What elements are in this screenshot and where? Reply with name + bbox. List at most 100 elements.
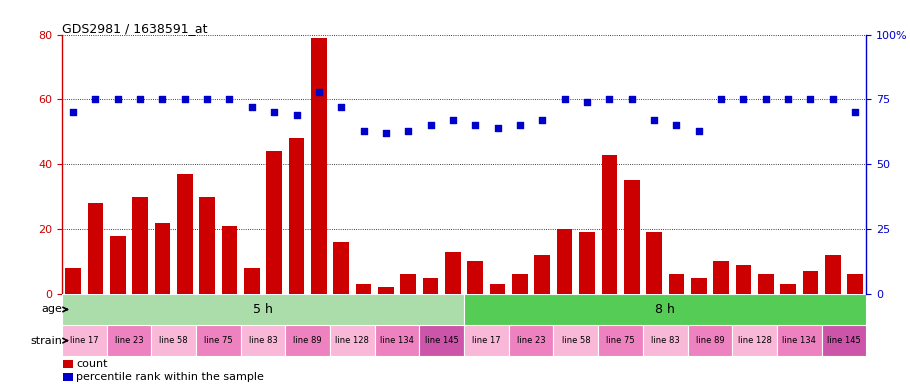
Bar [286,325,330,356]
Text: 8 h: 8 h [655,303,675,316]
Bar [330,325,375,356]
Point [736,96,751,103]
Bar [62,294,464,325]
Bar [66,268,81,294]
Point [311,89,326,95]
Point [66,109,80,116]
Bar [825,255,841,294]
Point [200,96,215,103]
Bar [669,275,684,294]
Point [334,104,349,110]
Bar [847,275,863,294]
Bar [62,325,106,356]
Point [713,96,728,103]
Point [557,96,571,103]
Bar [642,325,688,356]
Bar [464,294,866,325]
Text: line 89: line 89 [293,336,322,345]
Bar [490,284,505,294]
Point [781,96,795,103]
Text: line 75: line 75 [606,336,635,345]
Text: line 17: line 17 [70,336,98,345]
Point [267,109,281,116]
Point [222,96,237,103]
Bar [420,325,464,356]
Text: GDS2981 / 1638591_at: GDS2981 / 1638591_at [62,22,207,35]
Bar [468,262,483,294]
Point [624,96,639,103]
Point [580,99,594,105]
Bar [646,232,662,294]
Bar [579,232,595,294]
Point [289,112,304,118]
Bar [445,252,460,294]
Text: line 145: line 145 [827,336,861,345]
Text: count: count [76,359,108,369]
Bar [151,325,196,356]
Bar [777,325,822,356]
Bar [780,284,796,294]
Bar [378,287,394,294]
Point [468,122,482,128]
Text: line 83: line 83 [248,336,278,345]
Bar [733,325,777,356]
Bar [400,275,416,294]
Point [379,130,393,136]
Bar [375,325,420,356]
Point [602,96,617,103]
Bar [64,373,73,381]
Point [133,96,147,103]
Text: line 23: line 23 [115,336,143,345]
Bar [64,360,73,368]
Point [88,96,103,103]
Point [535,117,550,123]
Bar [553,325,598,356]
Bar [311,38,327,294]
Text: line 58: line 58 [159,336,188,345]
Point [356,127,371,134]
Point [423,122,438,128]
Bar [803,271,818,294]
Bar [602,154,617,294]
Text: line 89: line 89 [695,336,724,345]
Text: line 128: line 128 [336,336,369,345]
Bar [509,325,553,356]
Bar [196,325,240,356]
Bar [267,151,282,294]
Bar [222,226,238,294]
Bar [691,278,706,294]
Text: line 134: line 134 [783,336,816,345]
Point [804,96,818,103]
Bar [87,203,103,294]
Bar [423,278,439,294]
Bar [244,268,259,294]
Text: line 128: line 128 [738,336,772,345]
Text: line 75: line 75 [204,336,233,345]
Point [759,96,774,103]
Bar [199,197,215,294]
Bar [822,325,866,356]
Bar [557,229,572,294]
Point [245,104,259,110]
Point [825,96,840,103]
Bar [356,284,371,294]
Bar [598,325,642,356]
Text: percentile rank within the sample: percentile rank within the sample [76,372,264,382]
Bar [512,275,528,294]
Text: line 83: line 83 [651,336,680,345]
Bar [534,255,551,294]
Point [692,127,706,134]
Text: line 17: line 17 [472,336,501,345]
Bar [758,275,774,294]
Bar [735,265,752,294]
Bar [288,138,304,294]
Text: line 134: line 134 [380,336,414,345]
Point [446,117,460,123]
Bar [464,325,509,356]
Text: strain: strain [30,336,62,346]
Point [512,122,527,128]
Bar [713,262,729,294]
Bar [333,242,349,294]
Text: line 145: line 145 [425,336,459,345]
Point [490,125,505,131]
